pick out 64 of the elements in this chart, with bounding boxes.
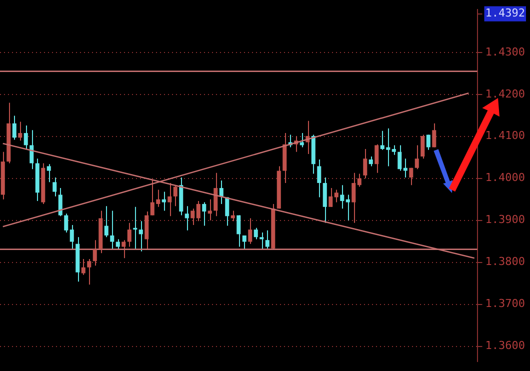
candlestick (352, 172, 356, 224)
y-tick-label: 1.4000 (485, 171, 526, 184)
candlestick (214, 172, 218, 217)
candlestick (340, 184, 344, 210)
candlestick (334, 189, 338, 203)
candlestick (368, 156, 373, 167)
candlestick (414, 144, 419, 170)
y-tick-label: 1.4200 (485, 87, 526, 100)
y-tick-label: 1.3600 (485, 339, 526, 352)
candlestick (168, 182, 172, 217)
candlestick (328, 188, 333, 208)
candlestick (398, 144, 402, 172)
candlestick (70, 224, 74, 250)
candlestick (409, 167, 414, 186)
candlestick (24, 124, 28, 150)
candlestick (202, 202, 206, 226)
candlestick (122, 240, 126, 259)
candlestick (46, 164, 51, 183)
candlestick (322, 177, 327, 224)
y-tick-label: 1.3900 (485, 213, 526, 226)
candlestick (248, 218, 252, 244)
candlestick (374, 144, 379, 174)
candlestick (260, 232, 264, 250)
candlestick (190, 208, 195, 226)
candlestick (162, 191, 166, 212)
candlestick (92, 240, 97, 266)
candlestick (52, 177, 57, 197)
candlestick (225, 196, 230, 226)
y-tick-label: 1.4100 (485, 129, 526, 142)
candlestick (173, 184, 178, 207)
candlestick (317, 158, 322, 198)
candlestick (265, 230, 270, 249)
y-tick-label: 1.4300 (485, 45, 526, 58)
y-tick-label: 1.3800 (485, 255, 526, 268)
y-tick-label: 1.4392 (485, 6, 526, 20)
candlestick (208, 198, 212, 221)
candlestick (363, 148, 368, 179)
candlestick (12, 115, 16, 140)
candlestick (219, 180, 224, 204)
candlestick (403, 158, 408, 178)
candlestick (432, 122, 436, 148)
candlestick (346, 194, 350, 221)
candlestick (104, 206, 108, 238)
candlestick (81, 258, 86, 276)
candlestick (196, 200, 200, 222)
candlestick (64, 213, 68, 234)
candlestick (127, 222, 132, 248)
candlestick (87, 258, 92, 286)
candlestick (357, 173, 362, 188)
candlestick (138, 220, 143, 252)
candlestick (426, 134, 430, 150)
y-tick-label: 1.3700 (485, 297, 526, 310)
candlestick (110, 210, 114, 250)
candlestick (18, 121, 22, 142)
candlestick (420, 134, 425, 160)
candlestick (236, 214, 241, 248)
candlestick (184, 206, 189, 231)
candlestick (30, 130, 34, 170)
candlestick (144, 211, 149, 250)
candlestick (254, 227, 258, 240)
candlestick (242, 234, 246, 250)
candlestick (392, 144, 396, 156)
candlestick (58, 188, 62, 217)
candlestick (116, 238, 120, 250)
